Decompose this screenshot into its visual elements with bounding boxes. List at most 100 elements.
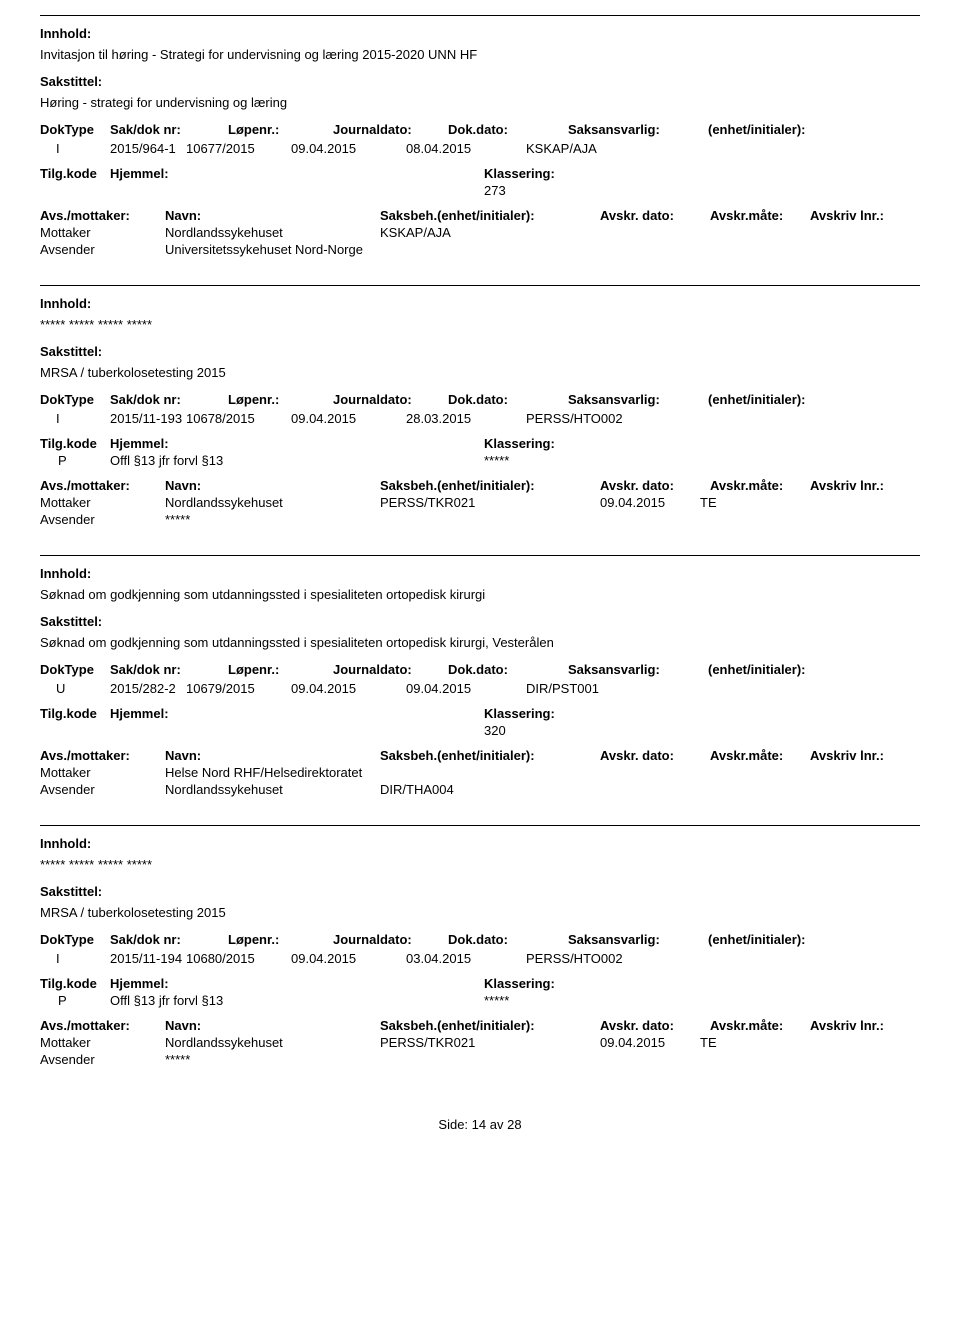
party-avskrdato: 09.04.2015	[600, 1035, 700, 1050]
lopenr-header: Løpenr.:	[228, 392, 333, 407]
saksansvarlig-value: PERSS/HTO002	[526, 951, 666, 966]
enhet-header: (enhet/initialer):	[708, 122, 868, 137]
lopenr-header: Løpenr.:	[228, 122, 333, 137]
party-avskrmate	[700, 512, 750, 527]
party-role: Avsender	[40, 782, 165, 797]
party-avskrdato: 09.04.2015	[600, 495, 700, 510]
party-avskrmate	[700, 225, 750, 240]
lopenr-header: Løpenr.:	[228, 932, 333, 947]
tilg-header-row: Tilg.kodeHjemmel:Klassering:	[40, 976, 920, 991]
hjemmel-value	[110, 723, 484, 738]
journaldato-value: 09.04.2015	[291, 951, 406, 966]
party-role: Avsender	[40, 512, 165, 527]
party-avskrdato	[600, 1052, 700, 1067]
main-header-row: DokTypeSak/dok nr:Løpenr.:Journaldato:Do…	[40, 122, 920, 137]
avskrdato-header: Avskr. dato:	[600, 748, 710, 763]
main-value-row: I2015/11-19310678/201509.04.201528.03.20…	[40, 411, 920, 426]
tilgkode-value: P	[40, 453, 110, 468]
dokdato-value: 03.04.2015	[406, 951, 526, 966]
avskrdato-header: Avskr. dato:	[600, 1018, 710, 1033]
klassering-header: Klassering:	[484, 436, 904, 451]
party-avskrmate: TE	[700, 495, 750, 510]
party-avskrdato	[600, 765, 700, 780]
tilgkode-header: Tilg.kode	[40, 706, 110, 721]
parties-header-row: Avs./mottaker:Navn:Saksbeh.(enhet/initia…	[40, 208, 920, 223]
party-row: Avsender*****	[40, 1052, 920, 1067]
tilgkode-value	[40, 183, 110, 198]
journal-entry: Innhold: Invitasjon til høring - Strategi…	[40, 15, 920, 277]
tilgkode-value	[40, 723, 110, 738]
avsmottaker-header: Avs./mottaker:	[40, 208, 165, 223]
lopenr-value: 10679/2015	[186, 681, 291, 696]
party-saksbeh: PERSS/TKR021	[380, 1035, 510, 1050]
avskrmate-header: Avskr.måte:	[710, 748, 810, 763]
parties-header-row: Avs./mottaker:Navn:Saksbeh.(enhet/initia…	[40, 748, 920, 763]
dokdato-value: 08.04.2015	[406, 141, 526, 156]
doktype-value: U	[40, 681, 68, 696]
party-name: Nordlandssykehuset	[165, 225, 380, 240]
saksansvarlig-value: DIR/PST001	[526, 681, 666, 696]
avsmottaker-header: Avs./mottaker:	[40, 478, 165, 493]
sakstittel-label: Sakstittel:	[40, 74, 920, 89]
doktype-header: DokType	[40, 662, 110, 677]
avskrmate-header: Avskr.måte:	[710, 208, 810, 223]
klassering-header: Klassering:	[484, 706, 904, 721]
party-saksbeh: PERSS/TKR021	[380, 495, 510, 510]
party-role: Mottaker	[40, 1035, 165, 1050]
innhold-label: Innhold:	[40, 566, 920, 581]
hjemmel-header: Hjemmel:	[110, 166, 484, 181]
sakstittel-label: Sakstittel:	[40, 344, 920, 359]
navn-header: Navn:	[165, 478, 380, 493]
journal-entry: Innhold:***** ***** ***** *****Sakstitte…	[40, 285, 920, 547]
klassering-value: 320	[484, 723, 904, 738]
party-avskrmate	[700, 1052, 750, 1067]
avskrivlnr-header: Avskriv lnr.:	[810, 478, 910, 493]
sakstittel-text: MRSA / tuberkolosetesting 2015	[40, 365, 920, 380]
innhold-text: Invitasjon til høring - Strategi for und…	[40, 47, 920, 62]
klassering-header: Klassering:	[484, 976, 904, 991]
hjemmel-value: Offl §13 jfr forvl §13	[110, 453, 484, 468]
klassering-value: 273	[484, 183, 904, 198]
avskrmate-header: Avskr.måte:	[710, 1018, 810, 1033]
innhold-label: Innhold:	[40, 26, 920, 41]
lopenr-value: 10680/2015	[186, 951, 291, 966]
doktype-value: I	[40, 411, 68, 426]
saksansvarlig-header: Saksansvarlig:	[568, 122, 708, 137]
side-label: Side:	[438, 1117, 468, 1132]
tilg-value-row: POffl §13 jfr forvl §13*****	[40, 453, 920, 468]
saksbeh-header: Saksbeh.(enhet/initialer):	[380, 1018, 600, 1033]
party-role: Avsender	[40, 242, 165, 257]
party-avskrmate	[700, 782, 750, 797]
main-header-row: DokTypeSak/dok nr:Løpenr.:Journaldato:Do…	[40, 392, 920, 407]
sakdoknr-header: Sak/dok nr:	[110, 122, 228, 137]
innhold-text: ***** ***** ***** *****	[40, 857, 920, 872]
navn-header: Navn:	[165, 1018, 380, 1033]
sakdoknr-value: 2015/964-1	[68, 141, 186, 156]
saksbeh-header: Saksbeh.(enhet/initialer):	[380, 748, 600, 763]
innhold-text: Søknad om godkjenning som utdanningssted…	[40, 587, 920, 602]
journal-entry: Innhold: Søknad om godkjenning som utdann…	[40, 555, 920, 817]
party-row: MottakerNordlandssykehusetPERSS/TKR021 09…	[40, 1035, 920, 1050]
sakstittel-text: MRSA / tuberkolosetesting 2015	[40, 905, 920, 920]
party-saksbeh	[380, 765, 510, 780]
avskrmate-header: Avskr.måte:	[710, 478, 810, 493]
klassering-value: *****	[484, 993, 904, 1008]
party-row: MottakerNordlandssykehusetPERSS/TKR02109…	[40, 495, 920, 510]
avsmottaker-header: Avs./mottaker:	[40, 748, 165, 763]
saksbeh-header: Saksbeh.(enhet/initialer):	[380, 478, 600, 493]
dokdato-value: 28.03.2015	[406, 411, 526, 426]
party-name: Nordlandssykehuset	[165, 1035, 380, 1050]
doktype-header: DokType	[40, 392, 110, 407]
lopenr-value: 10677/2015	[186, 141, 291, 156]
sakdoknr-header: Sak/dok nr:	[110, 662, 228, 677]
party-saksbeh	[380, 512, 510, 527]
sakstittel-label: Sakstittel:	[40, 614, 920, 629]
sakstittel-text: Høring - strategi for undervisning og læ…	[40, 95, 920, 110]
avskrivlnr-header: Avskriv lnr.:	[810, 1018, 910, 1033]
main-value-row: I2015/964-110677/201509.04.201508.04.201…	[40, 141, 920, 156]
sakdoknr-value: 2015/11-193	[68, 411, 186, 426]
main-header-row: DokTypeSak/dok nr:Løpenr.:Journaldato:Do…	[40, 662, 920, 677]
page-total: 28	[507, 1117, 521, 1132]
party-avskrdato	[600, 512, 700, 527]
saksansvarlig-header: Saksansvarlig:	[568, 932, 708, 947]
